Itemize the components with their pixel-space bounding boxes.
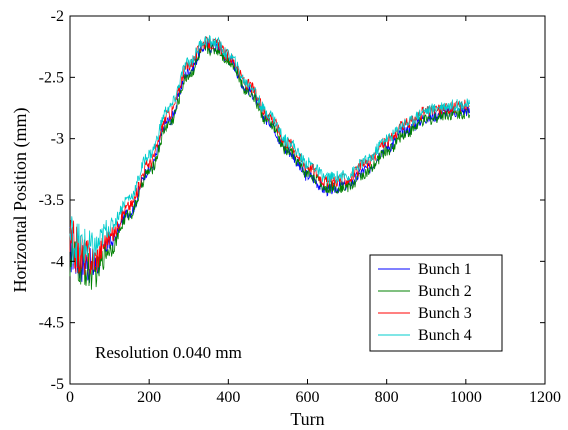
x-tick-label: 200 — [137, 389, 161, 406]
axis-labels: Turn Horizontal Position (mm) — [10, 108, 325, 429]
x-tick-label: 1200 — [529, 389, 561, 406]
x-tick-label: 800 — [375, 389, 399, 406]
x-axis-title: Turn — [290, 409, 324, 429]
y-axis-title: Horizontal Position (mm) — [10, 108, 31, 293]
y-tick-label: -2.5 — [39, 69, 64, 86]
y-tick-label: -3 — [51, 131, 64, 148]
ticks-group: 0 200 400 600 800 1000 1200 -5 -4.5 -4 -3.5 -3 -2.5 -… — [39, 8, 561, 406]
x-tick-label: 400 — [216, 389, 240, 406]
series-line-bunch-4 — [69, 34, 470, 267]
resolution-annotation: Resolution 0.040 mm — [95, 343, 242, 362]
y-tick-label: -3.5 — [39, 192, 64, 209]
series-group — [69, 34, 470, 290]
legend-label-bunch-2: Bunch 2 — [418, 283, 472, 300]
y-tick-label: -5 — [51, 376, 64, 393]
y-tick-label: -4 — [51, 253, 64, 270]
x-tick-label: 600 — [296, 389, 320, 406]
legend-label-bunch-3: Bunch 3 — [418, 305, 472, 322]
legend-label-bunch-4: Bunch 4 — [418, 327, 472, 344]
y-tick-label: -2 — [51, 8, 64, 25]
y-tick-label: -4.5 — [39, 315, 64, 332]
legend-label-bunch-1: Bunch 1 — [418, 261, 472, 278]
x-tick-label: 0 — [66, 389, 74, 406]
legend: Bunch 1 Bunch 2 Bunch 3 Bunch 4 — [369, 254, 503, 352]
series-line-bunch-2 — [69, 43, 470, 290]
x-tick-label: 1000 — [450, 389, 482, 406]
